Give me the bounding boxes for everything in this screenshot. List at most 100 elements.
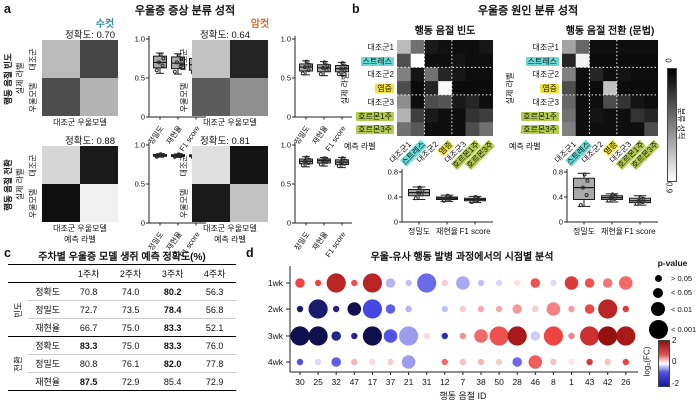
svg-text:31: 31 xyxy=(422,377,432,387)
svg-text:47: 47 xyxy=(350,377,360,387)
panel-d-label: d xyxy=(246,246,254,260)
class-label: 대조군3 xyxy=(532,97,559,107)
transition-row-label: 행동 음절 전환 xyxy=(3,159,13,211)
class-label: 호르몬3주 xyxy=(521,125,559,135)
svg-text:42: 42 xyxy=(603,377,613,387)
svg-text:정밀도: 정밀도 xyxy=(408,226,430,236)
svg-text:0: 0 xyxy=(141,113,145,122)
svg-text:0.5: 0.5 xyxy=(135,180,145,189)
matrix-row-model: 우울모델 xyxy=(179,188,189,219)
svg-text:0.4: 0.4 xyxy=(553,193,563,202)
fc-colorbar xyxy=(658,340,670,387)
svg-text:37: 37 xyxy=(386,377,396,387)
class-label: 대조군2 xyxy=(532,70,559,80)
svg-text:30: 30 xyxy=(295,377,305,387)
boxplot-male-transition: 0 0.5 1.0 정밀도 재현율 F1 score xyxy=(134,141,208,265)
pred-label-female: 예측 라벨 xyxy=(214,235,246,244)
accuracy-male-transition: 정확도: 0.88 xyxy=(65,136,115,147)
class-label: 대조군1 xyxy=(367,43,394,52)
fc-colorbar-title: log₂(FC) xyxy=(642,346,652,377)
frequency-row-label: 행동 음절 빈도 xyxy=(3,53,13,105)
class-label: 대조군1 xyxy=(532,43,559,52)
svg-text:3wk: 3wk xyxy=(268,331,284,341)
svg-text:0: 0 xyxy=(559,218,563,227)
confusion-matrix-female-frequency xyxy=(192,40,269,121)
panel-a-title: 우울증 증상 분류 성적 xyxy=(134,5,236,17)
true-label-axis-freq: 실제 라벨 xyxy=(15,62,25,95)
svg-text:1.0: 1.0 xyxy=(135,35,145,44)
weekly-accuracy-table: 1주차 2주차 3주차 4주차 빈도 정확도 70.8 74.0 80.2 56.3 정밀도 72.7… xyxy=(8,264,236,391)
colorbar-bottom-tick: 0.9 xyxy=(664,181,674,194)
svg-text:32: 32 xyxy=(331,377,341,387)
svg-text:1.0: 1.0 xyxy=(135,141,145,150)
pvalue-dot-2 xyxy=(648,287,668,298)
svg-text:1.0: 1.0 xyxy=(281,35,291,44)
pvalue-legend-title: p-value xyxy=(657,258,688,268)
true-label-axis-trans: 실제 라벨 xyxy=(15,168,25,201)
pred-label-bt: 예측 라벨 xyxy=(509,142,541,151)
accuracy-female-frequency: 정확도: 0.64 xyxy=(200,30,250,41)
svg-text:0.4: 0.4 xyxy=(388,193,398,202)
matrix-row-model: 우울모델 xyxy=(28,188,38,219)
class-label: 스트레스 xyxy=(360,56,394,66)
classification-colorbar xyxy=(667,68,677,182)
pvalue-legend: > 0.05 < 0.05 < 0.01 < 0.001 xyxy=(648,272,696,340)
fc-tick-min: -2 xyxy=(672,379,680,388)
class-label: 호르몬1주 xyxy=(521,111,559,121)
pvalue-item: < 0.05 xyxy=(648,285,696,300)
svg-text:4wk: 4wk xyxy=(268,357,284,367)
svg-text:1wk: 1wk xyxy=(268,278,284,288)
class-col-label: 호르몬3주 xyxy=(629,139,661,171)
svg-text:12: 12 xyxy=(440,377,450,387)
svg-text:0: 0 xyxy=(287,113,291,122)
bubble-chart: 1wk 2wk 3wk 4wk 30 25 32 47 17 37 21 31 12 7 38 50 28 46 8… xyxy=(250,258,700,415)
matrix-cols-female-frequency: 대조군 우울모델 xyxy=(203,118,257,127)
matrix-cols-female-transition: 대조군 우울모델 xyxy=(203,224,257,233)
svg-text:2wk: 2wk xyxy=(268,304,284,314)
matrix-cols-male-frequency: 대조군 우울모델 xyxy=(53,118,107,127)
freq-matrix-title: 행동 음절 빈도 xyxy=(414,26,476,37)
accuracy-male-frequency: 정확도: 0.70 xyxy=(65,30,115,41)
class-label: 대조군3 xyxy=(367,97,394,107)
svg-text:0.8: 0.8 xyxy=(388,168,398,177)
svg-text:46: 46 xyxy=(531,377,541,387)
male-group-label: 수컷 xyxy=(95,19,115,30)
pvalue-dot-1 xyxy=(648,275,668,282)
class-label: 스트레스 xyxy=(525,56,559,66)
svg-text:0.5: 0.5 xyxy=(135,74,145,83)
pvalue-item: < 0.01 xyxy=(648,300,696,318)
female-group-label: 암컷 xyxy=(250,19,270,30)
svg-text:7: 7 xyxy=(461,377,466,387)
svg-text:0.5: 0.5 xyxy=(281,180,291,189)
pred-label-male: 예측 라벨 xyxy=(64,235,96,244)
svg-text:8: 8 xyxy=(551,377,556,387)
boxplot-cause-frequency: 0 0.4 0.8 정밀도 재현율 F1 score xyxy=(385,166,495,247)
pvalue-dot-4 xyxy=(648,319,668,339)
svg-text:0.5: 0.5 xyxy=(281,74,291,83)
svg-text:50: 50 xyxy=(494,377,504,387)
matrix-row-model: 우울모델 xyxy=(179,82,189,113)
matrix-cols-male-transition: 대조군 우울모델 xyxy=(53,224,107,233)
svg-text:재현율: 재현율 xyxy=(601,227,623,236)
class-label: 염증 xyxy=(375,84,394,94)
svg-text:0: 0 xyxy=(141,219,145,228)
svg-text:0: 0 xyxy=(394,218,398,227)
fc-tick-max: 2 xyxy=(672,336,677,345)
svg-text:F1 score: F1 score xyxy=(624,227,656,236)
svg-text:정밀도: 정밀도 xyxy=(292,229,312,252)
pvalue-dot-3 xyxy=(648,302,668,316)
confusion-matrix-cause-transition xyxy=(562,40,659,141)
svg-text:21: 21 xyxy=(404,377,414,387)
confusion-matrix-female-transition xyxy=(192,146,269,227)
svg-text:43: 43 xyxy=(585,377,595,387)
class-label: 대조군2 xyxy=(367,70,394,80)
trans-matrix-title: 행동 음절 전환 (문법) xyxy=(565,26,655,37)
colorbar-top-tick: 0 xyxy=(663,58,673,63)
class-label: 염증 xyxy=(540,84,559,94)
fc-tick-zero: 0 xyxy=(672,357,677,366)
svg-text:25: 25 xyxy=(313,377,323,387)
svg-text:1.0: 1.0 xyxy=(281,141,291,150)
svg-text:17: 17 xyxy=(368,377,378,387)
panel-d-title: 우울-유사 행동 발병 과정에서의 시점별 분석 xyxy=(370,252,554,263)
